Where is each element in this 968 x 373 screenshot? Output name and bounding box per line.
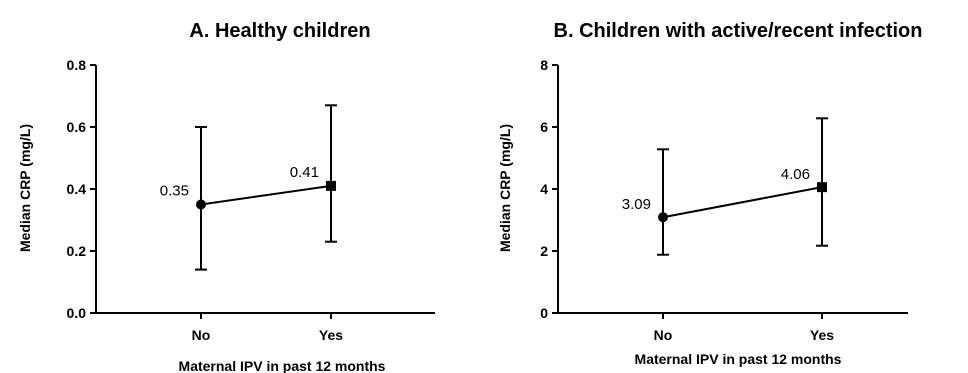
panel-b-x-ticks: No Yes: [654, 313, 834, 343]
panel-b-y-tick-label: 8: [540, 57, 548, 73]
panel-b-x-tick-label: Yes: [810, 327, 834, 343]
panel-a-point-square: [326, 180, 336, 191]
panel-b-y-tick-label: 6: [540, 119, 548, 135]
panel-b-point-circle: [658, 212, 668, 223]
panel-b-data-label: 4.06: [781, 166, 810, 183]
panel-a-y-axis-label: Median CRP (mg/L): [17, 124, 33, 252]
panel-b-data-label: 3.09: [622, 196, 651, 213]
panel-a-x-axis-label: Maternal IPV in past 12 months: [179, 358, 386, 373]
panel-a-y-ticks: 0.0 0.2 0.4 0.6 0.8: [67, 57, 96, 321]
panel-a-y-tick-label: 0.4: [67, 181, 87, 197]
panel-a-data-label: 0.41: [290, 164, 319, 181]
panel-b: B. Children with active/recent infection…: [497, 20, 922, 367]
panel-a-x-ticks: No Yes: [192, 313, 343, 343]
panel-a-y-tick-label: 0.2: [67, 243, 87, 259]
panel-a-x-tick-label: Yes: [319, 327, 343, 343]
panel-b-series: 3.09 4.06: [622, 117, 828, 256]
panel-a-series-line: [200, 184, 332, 206]
panel-b-point-square: [817, 182, 827, 193]
panel-a-title: A. Healthy children: [189, 20, 370, 42]
panel-b-x-axis-label: Maternal IPV in past 12 months: [635, 351, 842, 367]
panel-a: A. Healthy children Median CRP (mg/L) Ma…: [17, 20, 435, 373]
panel-b-title: B. Children with active/recent infection: [554, 20, 923, 42]
panel-a-series: 0.35 0.41: [160, 104, 337, 271]
panel-a-point-circle: [196, 199, 206, 210]
panel-a-y-tick-label: 0.6: [67, 119, 87, 135]
panel-b-y-tick-label: 4: [540, 181, 548, 197]
panel-a-x-tick-label: No: [192, 327, 211, 343]
panel-a-y-tick-label: 0.0: [67, 305, 87, 321]
panel-a-y-tick-label: 0.8: [67, 57, 87, 73]
panel-b-y-ticks: 0 2 4 6 8: [540, 57, 558, 321]
panel-b-x-tick-label: No: [654, 327, 673, 343]
panel-b-y-axis-label: Median CRP (mg/L): [497, 124, 513, 252]
panel-b-y-tick-label: 0: [540, 305, 548, 321]
panel-b-y-tick-label: 2: [540, 243, 548, 259]
panel-b-series-line: [662, 186, 823, 219]
panel-a-data-label: 0.35: [160, 183, 189, 200]
